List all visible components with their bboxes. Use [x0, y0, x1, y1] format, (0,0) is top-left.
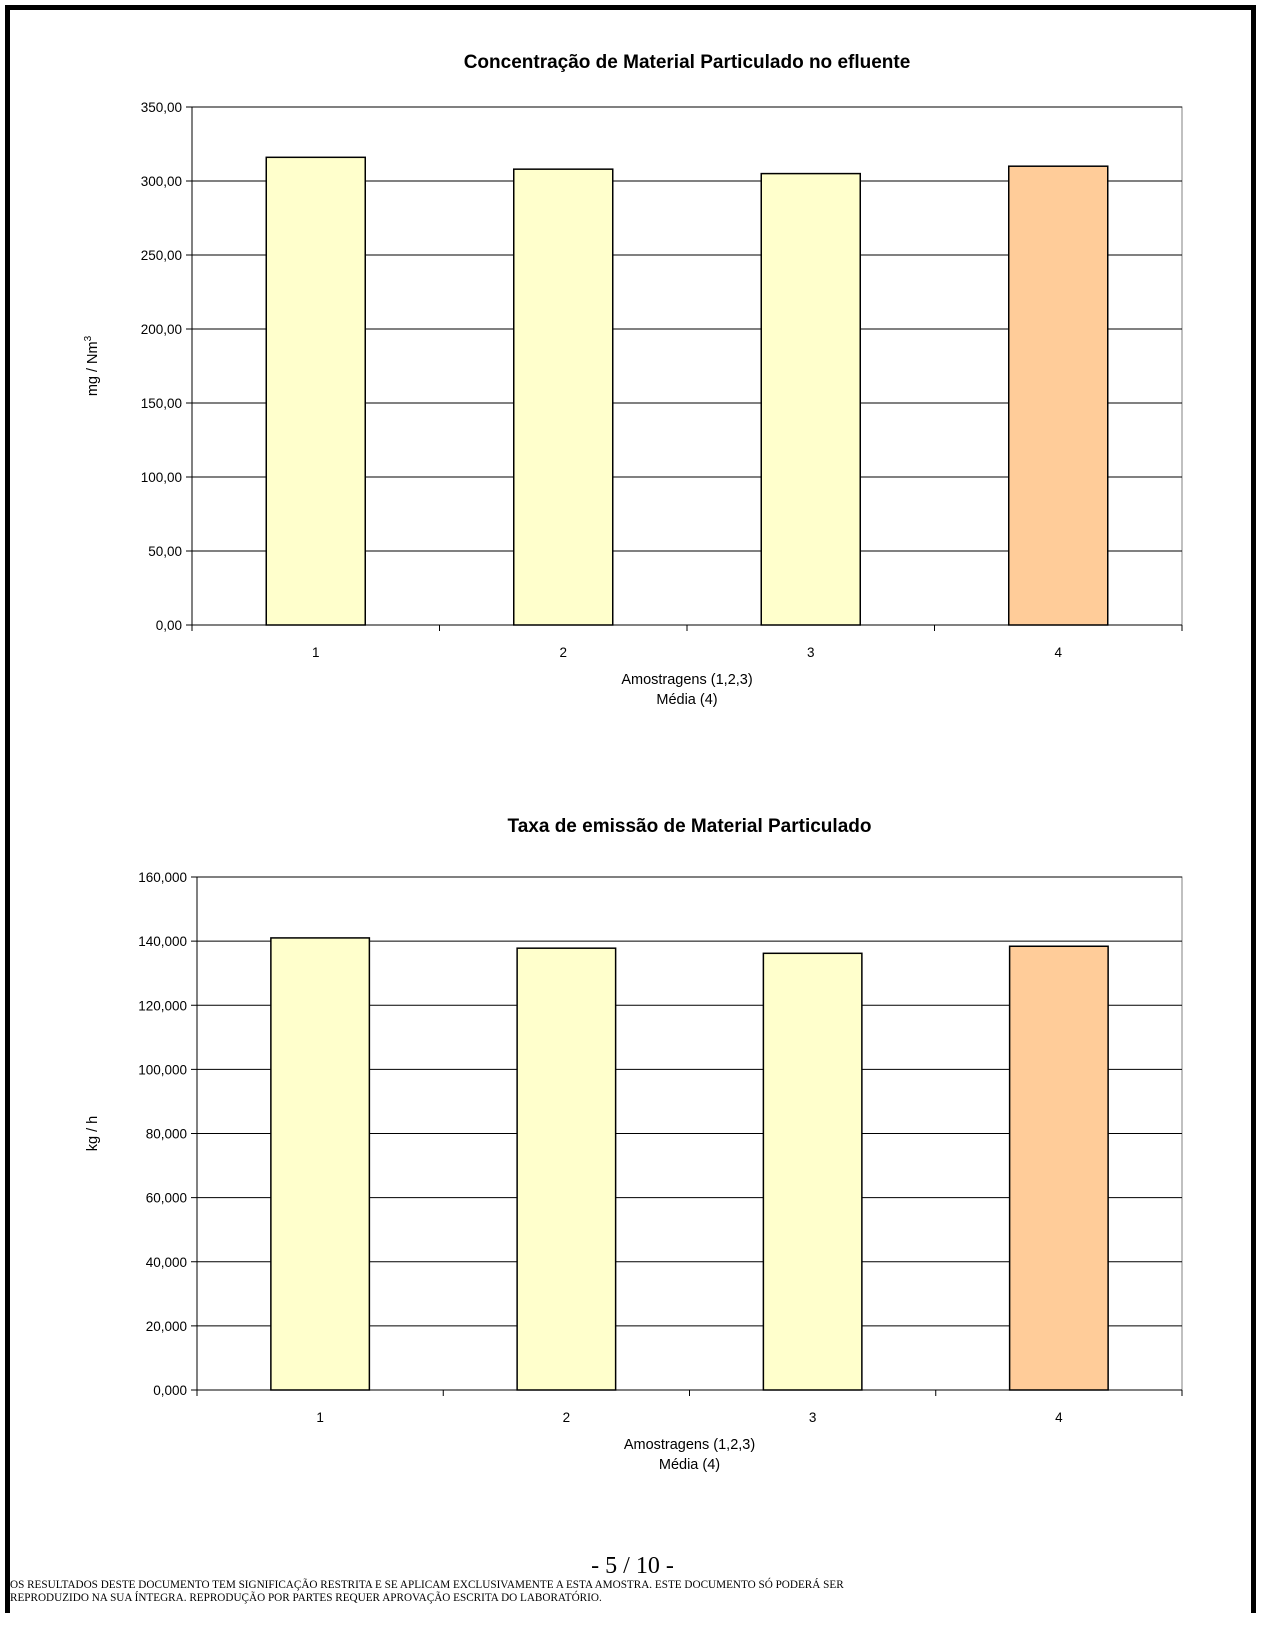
y-tick-label: 100,00 — [141, 470, 182, 485]
concentration-chart: Concentração de Material Particulado no … — [83, 52, 1183, 708]
x-axis-title: Média (4) — [659, 1457, 720, 1473]
y-tick-label: 100,000 — [138, 1062, 187, 1077]
footer-disclaimer-line-2: REPRODUZIDO NA SUA ÍNTEGRA. REPRODUÇÃO P… — [10, 1592, 602, 1604]
x-axis-title: Amostragens (1,2,3) — [621, 672, 752, 688]
y-tick-label: 250,00 — [141, 248, 182, 263]
bar — [513, 168, 614, 626]
bar — [1008, 945, 1109, 1391]
x-tick-label: 3 — [807, 645, 815, 660]
y-tick-label: 300,00 — [141, 174, 182, 189]
y-tick-label: 200,00 — [141, 322, 182, 337]
y-tick-label: 0,000 — [153, 1383, 187, 1398]
y-tick-label: 150,00 — [141, 396, 182, 411]
emission-rate-chart: Taxa de emissão de Material Particulado 0… — [85, 816, 1183, 1473]
page-frame — [5, 5, 1256, 1613]
y-tick-label: 80,000 — [146, 1127, 187, 1142]
y-axis-title: kg / h — [85, 1116, 101, 1151]
y-axis-title: mg / Nm3 — [83, 335, 101, 396]
y-tick-label: 50,00 — [148, 544, 182, 559]
bar — [762, 952, 863, 1391]
bar — [1008, 165, 1109, 626]
bar — [270, 937, 371, 1391]
x-tick-label: 1 — [312, 645, 320, 660]
y-tick-label: 0,00 — [156, 618, 182, 633]
footer-disclaimer: OS RESULTADOS DESTE DOCUMENTO TEM SIGNIF… — [10, 1579, 1255, 1605]
bar — [760, 172, 861, 626]
footer-disclaimer-line-1: OS RESULTADOS DESTE DOCUMENTO TEM SIGNIF… — [10, 1579, 844, 1591]
y-tick-label: 60,000 — [146, 1191, 187, 1206]
y-tick-label: 40,000 — [146, 1255, 187, 1270]
chart-title: Taxa de emissão de Material Particulado — [508, 816, 872, 837]
y-tick-label: 160,000 — [138, 870, 187, 885]
bar — [265, 156, 366, 626]
chart-title: Concentração de Material Particulado no … — [464, 52, 911, 73]
y-tick-label: 140,000 — [138, 934, 187, 949]
x-tick-label: 2 — [559, 645, 567, 660]
x-tick-label: 4 — [1054, 645, 1062, 660]
x-tick-label: 4 — [1055, 1410, 1063, 1425]
x-axis-title: Amostragens (1,2,3) — [624, 1437, 755, 1453]
x-tick-label: 3 — [809, 1410, 817, 1425]
y-tick-label: 350,00 — [141, 100, 182, 115]
y-tick-label: 20,000 — [146, 1319, 187, 1334]
page-number: - 5 / 10 - — [591, 1553, 674, 1579]
y-tick-label: 120,000 — [138, 998, 187, 1013]
x-axis-title: Média (4) — [656, 692, 717, 708]
bar — [516, 947, 617, 1391]
x-tick-label: 1 — [316, 1410, 324, 1425]
x-tick-label: 2 — [563, 1410, 571, 1425]
